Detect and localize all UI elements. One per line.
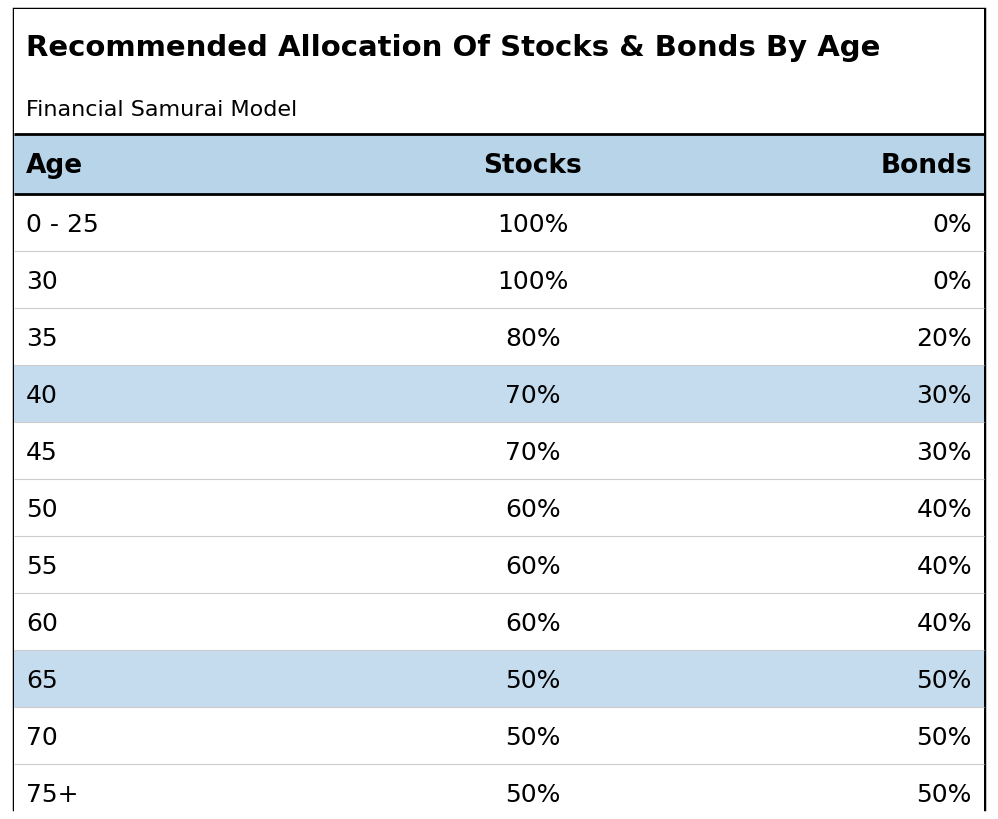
Bar [14,10,984,83]
Text: 100%: 100% [497,212,569,237]
Text: Stocks: Stocks [484,153,582,179]
Bar [14,83,984,135]
Text: 70: 70 [26,725,58,749]
Text: 40: 40 [26,383,58,407]
Bar [14,251,984,309]
Bar [14,707,984,764]
Text: 50%: 50% [916,725,972,749]
Bar [14,764,984,819]
Bar [14,593,984,650]
Text: 30: 30 [26,269,58,293]
Text: 40%: 40% [916,611,972,635]
Text: 50: 50 [26,497,58,521]
Text: 65: 65 [26,667,58,692]
Text: 40%: 40% [916,497,972,521]
Text: 40%: 40% [916,554,972,578]
Bar [14,195,984,251]
Text: 50%: 50% [916,667,972,692]
Text: 30%: 30% [916,383,972,407]
Bar [14,650,984,707]
Text: 45: 45 [26,440,58,464]
Text: 60%: 60% [505,497,561,521]
Bar [14,135,984,195]
Text: 60: 60 [26,611,58,635]
Text: Bonds: Bonds [880,153,972,179]
Text: 50%: 50% [505,781,561,806]
Bar [14,536,984,593]
Text: 70%: 70% [505,440,561,464]
Text: 100%: 100% [497,269,569,293]
Text: 0 - 25: 0 - 25 [26,212,99,237]
Bar [14,309,984,365]
Text: 60%: 60% [505,554,561,578]
Text: 80%: 80% [505,326,561,351]
Text: 55: 55 [26,554,58,578]
Text: Financial Samurai Model: Financial Samurai Model [26,100,297,120]
Bar [14,365,984,423]
Text: 50%: 50% [505,667,561,692]
Text: 0%: 0% [932,212,972,237]
Bar [14,423,984,479]
Text: 0%: 0% [932,269,972,293]
Text: 60%: 60% [505,611,561,635]
Text: Recommended Allocation Of Stocks & Bonds By Age: Recommended Allocation Of Stocks & Bonds… [26,34,880,62]
Bar [14,479,984,536]
Text: 35: 35 [26,326,58,351]
Text: 50%: 50% [916,781,972,806]
Text: 50%: 50% [505,725,561,749]
Text: 30%: 30% [916,440,972,464]
Text: Age: Age [26,153,83,179]
Text: 20%: 20% [916,326,972,351]
Text: 75+: 75+ [26,781,79,806]
Text: 70%: 70% [505,383,561,407]
